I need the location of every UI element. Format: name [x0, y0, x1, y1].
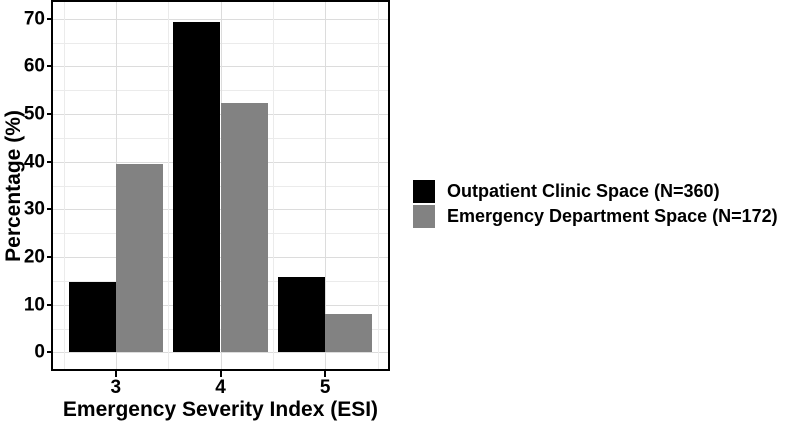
y-tick-label: 10: [23, 294, 45, 316]
y-tick-label: 0: [34, 341, 45, 363]
y-tick-mark: [47, 303, 53, 306]
y-tick-mark: [47, 208, 53, 211]
x-gridline-minor: [168, 2, 170, 369]
y-tick-label: 20: [23, 246, 45, 268]
x-tick-mark: [219, 371, 222, 377]
bar-emergency-esi-5: [325, 313, 373, 353]
legend-item: Outpatient Clinic Space (N=360): [413, 180, 778, 203]
x-tick-label: 3: [110, 377, 122, 398]
y-tick-mark: [47, 113, 53, 115]
x-tick-label: 4: [215, 377, 226, 398]
y-tick-label: 40: [23, 151, 45, 173]
x-gridline-major: [325, 2, 327, 369]
y-tick-mark: [47, 17, 53, 20]
legend-item: Emergency Department Space (N=172): [413, 205, 778, 228]
legend-swatch: [413, 180, 435, 203]
legend-swatch: [413, 205, 435, 228]
bar-outpatient-esi-5: [278, 277, 326, 353]
bar-outpatient-esi-4: [173, 21, 221, 353]
y-tick-mark: [47, 160, 53, 163]
y-tick-mark: [47, 351, 53, 354]
x-tick-mark: [114, 371, 117, 377]
plot-panel: [51, 0, 390, 371]
y-tick-label: 70: [23, 8, 45, 30]
y-tick-label: 30: [23, 198, 45, 220]
x-gridline-minor: [63, 2, 65, 369]
x-tick-mark: [324, 371, 327, 377]
x-tick-label: 5: [319, 377, 331, 398]
y-tick-label: 60: [23, 55, 45, 77]
bar-emergency-esi-3: [115, 164, 163, 353]
bar-emergency-esi-4: [220, 103, 268, 353]
x-axis-title: Emergency Severity Index (ESI): [62, 398, 379, 421]
y-tick-mark: [47, 65, 53, 68]
y-tick-label: 50: [23, 103, 45, 125]
bar-outpatient-esi-3: [68, 282, 116, 353]
x-gridline-minor: [272, 2, 274, 369]
y-axis-title: Percentage (%): [2, 110, 25, 262]
y-tick-mark: [47, 256, 53, 258]
legend: Outpatient Clinic Space (N=360) Emergency…: [413, 180, 778, 228]
legend-label: Emergency Department Space (N=172): [447, 206, 778, 226]
legend-label: Outpatient Clinic Space (N=360): [447, 181, 720, 201]
x-gridline-minor: [377, 2, 379, 369]
